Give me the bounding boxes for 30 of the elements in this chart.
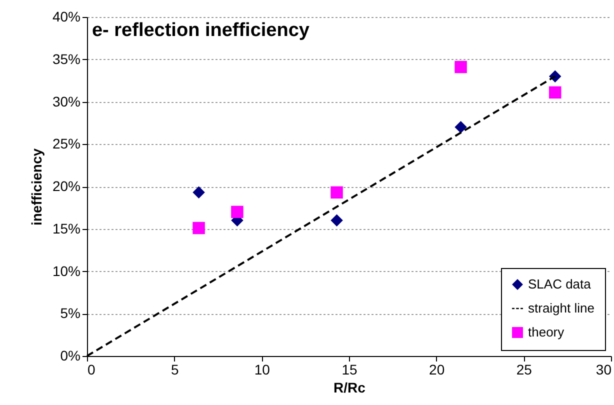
x-tick-label: 5 <box>170 362 179 378</box>
legend-label: theory <box>528 324 565 340</box>
point <box>192 222 205 234</box>
y-tick-label: 25% <box>52 136 80 152</box>
point <box>454 60 467 74</box>
point <box>192 186 205 199</box>
point <box>330 186 343 199</box>
y-axis-title: inefficiency <box>28 148 44 226</box>
x-axis-title: R/Rc <box>334 380 366 396</box>
x-tick-label: 0 <box>88 362 96 378</box>
y-tick-label: 5% <box>60 305 80 322</box>
point <box>548 86 562 99</box>
y-tick-label: 20% <box>52 178 80 194</box>
point <box>231 206 244 218</box>
y-tick-label: 10% <box>52 262 80 279</box>
legend-label: SLAC data <box>528 276 592 292</box>
x-tick-label: 30 <box>596 362 612 378</box>
y-tick-label: 35% <box>52 50 80 67</box>
x-tick-label: 25 <box>516 362 532 378</box>
point <box>330 214 343 227</box>
y-tick-label: 40% <box>52 8 80 24</box>
y-tick-label: 15% <box>52 220 80 236</box>
x-tick-label: 20 <box>429 362 445 378</box>
point <box>454 121 467 134</box>
chart-title: e- reflection inefficiency <box>92 20 310 41</box>
x-tick-label: 10 <box>254 362 270 378</box>
x-tick-label: 15 <box>342 362 358 378</box>
y-tick-label: 0% <box>60 348 80 364</box>
y-tick-label: 30% <box>52 93 80 110</box>
legend-label: straight line <box>528 300 594 316</box>
